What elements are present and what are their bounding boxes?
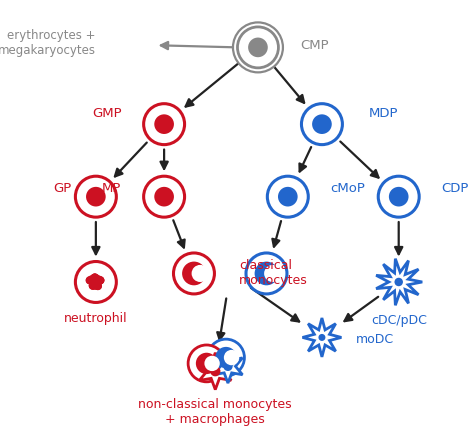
Circle shape [210,366,220,376]
Circle shape [182,262,206,285]
Circle shape [188,345,225,382]
Circle shape [144,104,184,145]
Text: erythrocytes +
megakaryocytes: erythrocytes + megakaryocytes [0,29,96,57]
Circle shape [255,262,278,285]
Circle shape [96,276,104,284]
Circle shape [196,353,217,374]
Circle shape [394,278,403,286]
Text: moDC: moDC [356,333,394,346]
Text: neutrophil: neutrophil [64,312,128,325]
Circle shape [237,27,278,68]
Circle shape [278,187,298,207]
Text: GP: GP [53,183,72,195]
Circle shape [144,176,184,217]
Circle shape [86,187,106,207]
Text: GMP: GMP [92,107,121,120]
Circle shape [233,22,283,72]
Circle shape [223,361,233,371]
Circle shape [91,273,99,282]
Text: CMP: CMP [301,39,329,52]
Text: classical
monocytes: classical monocytes [239,259,308,287]
Circle shape [75,262,116,303]
Circle shape [75,176,116,217]
Polygon shape [200,353,231,390]
Polygon shape [302,318,341,357]
Polygon shape [213,350,243,383]
Circle shape [246,253,287,294]
Circle shape [215,347,237,368]
Text: cMoP: cMoP [330,183,365,195]
Text: MDP: MDP [369,107,398,120]
Text: cDC/pDC: cDC/pDC [371,314,427,327]
Circle shape [301,104,342,145]
Circle shape [378,176,419,217]
Circle shape [389,187,409,207]
Circle shape [248,37,268,57]
Circle shape [208,339,245,376]
Text: non-classical monocytes
+ macrophages: non-classical monocytes + macrophages [138,398,292,426]
Polygon shape [376,259,422,305]
Circle shape [191,265,209,282]
Circle shape [89,282,97,290]
Circle shape [154,114,174,134]
Circle shape [319,334,326,341]
Circle shape [224,350,239,365]
Text: CDP: CDP [441,183,469,195]
Circle shape [204,356,220,371]
Circle shape [94,282,102,290]
Circle shape [312,114,332,134]
Circle shape [173,253,214,294]
Circle shape [267,176,308,217]
Circle shape [264,265,281,282]
Circle shape [154,187,174,207]
Circle shape [86,276,94,284]
Text: MP: MP [102,183,121,195]
